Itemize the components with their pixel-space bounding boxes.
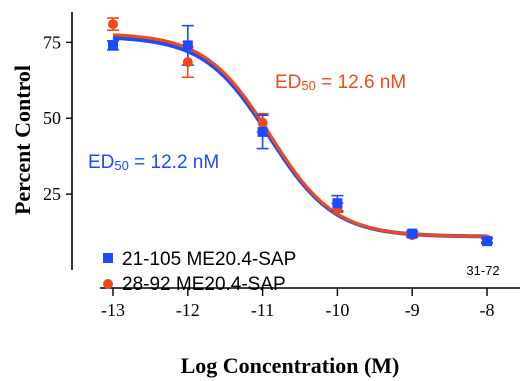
y-tick-label: 75 bbox=[43, 32, 61, 52]
x-tick-label: -10 bbox=[325, 300, 349, 320]
data-point-circle bbox=[257, 117, 268, 128]
x-axis-title: Log Concentration (M) bbox=[181, 353, 400, 378]
fit-curve-1 bbox=[112, 33, 488, 238]
x-tick-label: -11 bbox=[251, 300, 274, 320]
ed50-blue-main: ED bbox=[88, 152, 114, 173]
data-point-square bbox=[257, 126, 268, 137]
y-ticks: 25 50 75 bbox=[43, 32, 72, 204]
legend: 21-105 ME20.4-SAP 28-92 ME20.4-SAP bbox=[103, 249, 296, 295]
ed50-annotation-red: ED50 = 12.6 nM bbox=[275, 72, 406, 93]
y-axis-title: Percent Control bbox=[10, 65, 35, 215]
ed50-red-sub: 50 bbox=[301, 78, 315, 93]
legend-label-21-105: 21-105 ME20.4-SAP bbox=[122, 249, 296, 270]
data-points bbox=[108, 19, 492, 247]
error-bars bbox=[107, 17, 493, 245]
x-tick-label: -9 bbox=[405, 300, 420, 320]
legend-marker-circle bbox=[103, 279, 113, 289]
data-point-square bbox=[407, 228, 418, 239]
x-tick-label: -12 bbox=[176, 300, 200, 320]
data-point-square bbox=[482, 236, 492, 247]
data-point-square bbox=[108, 40, 118, 51]
x-ticks: -13 -12 -11 -10 -9 -8 bbox=[101, 288, 495, 320]
x-tick-label: -13 bbox=[101, 300, 125, 320]
data-point-circle bbox=[182, 57, 193, 68]
x-tick-label: -8 bbox=[480, 300, 495, 320]
ed50-annotation-blue: ED50 = 12.2 nM bbox=[88, 152, 219, 173]
data-point-square bbox=[182, 40, 193, 51]
y-tick-label: 50 bbox=[43, 108, 61, 128]
ed50-red-main: ED bbox=[275, 72, 301, 93]
ed50-blue-rest: = 12.2 nM bbox=[129, 152, 219, 173]
ed50-red-rest: = 12.6 nM bbox=[316, 72, 406, 93]
data-point-circle bbox=[108, 19, 118, 30]
legend-marker-square bbox=[103, 253, 113, 263]
fit-curves bbox=[112, 33, 488, 239]
figure-code-label: 31-72 bbox=[466, 263, 499, 278]
ed50-blue-sub: 50 bbox=[114, 158, 128, 173]
y-tick-label: 25 bbox=[43, 184, 61, 204]
fit-curve-0 bbox=[112, 35, 488, 239]
legend-label-28-92: 28-92 ME20.4-SAP bbox=[122, 274, 286, 295]
data-point-square bbox=[332, 198, 343, 209]
